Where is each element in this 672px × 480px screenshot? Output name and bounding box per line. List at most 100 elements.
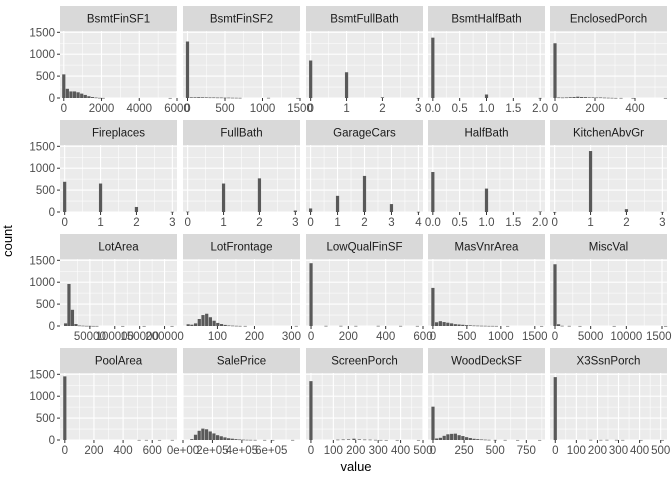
histogram-bar (568, 97, 572, 98)
facet-strip-label: WoodDeckSF (451, 356, 522, 368)
histogram-bar (506, 325, 510, 327)
histogram-bar (76, 92, 80, 98)
facet-strip-label: KitchenAbvGr (573, 128, 644, 140)
histogram-bar (223, 437, 227, 440)
y-tick-label: 1500 (29, 255, 55, 267)
x-tick-label: 0e+00 (167, 445, 199, 457)
facet-strip (550, 120, 667, 145)
histogram-bar (556, 324, 561, 326)
x-tick-label: 0.5 (452, 103, 468, 115)
facet-strip (306, 348, 423, 373)
histogram-bar (580, 97, 584, 98)
histogram-bar (472, 438, 476, 440)
histogram-bar (101, 97, 105, 99)
histogram-bar (479, 439, 484, 441)
histogram-bar (197, 430, 201, 440)
facet-panel (428, 259, 545, 326)
histogram-bar (346, 439, 351, 440)
y-tick-label: 0 (49, 435, 55, 447)
histogram-bar (134, 206, 139, 212)
histogram-bar (553, 43, 557, 98)
facet-strip-label: HalfBath (464, 128, 508, 140)
x-tick-label: 100 (324, 445, 343, 457)
histogram-bar (557, 97, 561, 99)
histogram-bar (564, 97, 568, 99)
histogram-bar (599, 439, 603, 441)
x-tick-label: 500 (486, 445, 505, 457)
y-tick-label: 500 (36, 299, 55, 311)
histogram-bar (335, 195, 340, 212)
histogram-bar (595, 97, 599, 99)
histogram-bar (442, 435, 446, 440)
histogram-bar (296, 97, 300, 99)
histogram-bar (253, 439, 257, 441)
facet-strip-label: LotFrontage (210, 242, 272, 254)
histogram-bar (193, 434, 198, 440)
x-tick-label: 3 (292, 217, 298, 229)
x-tick-label: 6e+05 (255, 445, 287, 457)
x-tick-label: 0 (307, 217, 313, 229)
x-tick-label: 400 (625, 103, 644, 115)
histogram-bar (197, 318, 201, 326)
histogram-bar (219, 324, 224, 326)
facet-strip-label: X3SsnPorch (577, 356, 641, 368)
facet-strip-label: LotArea (98, 242, 139, 254)
histogram-bar (431, 406, 435, 440)
x-tick-label: 500 (651, 445, 670, 457)
histogram-bar (95, 325, 99, 327)
histogram-bar (185, 41, 190, 98)
facet-strip-label: ScreenPorch (331, 356, 397, 368)
x-tick-label: 3 (388, 217, 394, 229)
histogram-bar (245, 439, 249, 441)
x-tick-label: 2 (623, 217, 629, 229)
histogram-bar (453, 433, 457, 440)
x-tick-label: 250 (455, 445, 474, 457)
histogram-bar (193, 323, 198, 326)
facet-strip-label: BsmtFinSF1 (87, 14, 150, 26)
histogram-bar (435, 438, 439, 440)
x-tick-label: 1.5 (505, 103, 521, 115)
histogram-bar (368, 439, 372, 441)
y-tick-label: 500 (36, 413, 55, 425)
histogram-bar (324, 325, 328, 327)
histogram-bar (241, 439, 245, 441)
histogram-bar (63, 181, 67, 212)
histogram-bar (487, 439, 491, 441)
histogram-bar (201, 315, 205, 326)
facet-panel (306, 373, 423, 440)
histogram-bar (588, 151, 593, 212)
facet-strip (183, 6, 300, 31)
x-tick-label: 0 (307, 103, 313, 115)
x-tick-label: 1000 (488, 331, 514, 343)
histogram-bar (142, 325, 146, 327)
x-tick-label: 2 (256, 217, 262, 229)
x-tick-label: 3 (415, 103, 421, 115)
histogram-bar (87, 96, 91, 98)
x-tick-label: 15000 (646, 331, 672, 343)
histogram-bar (62, 74, 66, 98)
histogram-bar (614, 439, 619, 441)
facet-panel (306, 259, 423, 326)
histogram-bar (90, 97, 95, 98)
facet-MiscVal: MiscVal 0 5000 10000 15000 (550, 234, 672, 343)
histogram-bar (606, 97, 610, 99)
y-tick-label: 1000 (29, 277, 55, 289)
histogram-bar (624, 209, 629, 212)
histogram-bar (438, 437, 443, 440)
histogram-bar (472, 325, 476, 327)
facet-FullBath: FullBath 0 1 2 3 (183, 120, 300, 229)
histogram-bar (431, 37, 435, 98)
histogram-bar (212, 97, 216, 99)
histogram-bar (599, 97, 603, 99)
histogram-bar (614, 97, 618, 99)
histogram-bar (484, 94, 489, 98)
histogram-bar (243, 325, 247, 327)
histogram-bar (201, 428, 205, 440)
histogram-bar (121, 325, 125, 327)
histogram-bar (453, 324, 457, 326)
histogram-bar (384, 439, 388, 441)
histogram-bar (561, 97, 565, 99)
x-tick-label: 500 (215, 103, 234, 115)
y-tick-label: 1500 (29, 369, 55, 381)
